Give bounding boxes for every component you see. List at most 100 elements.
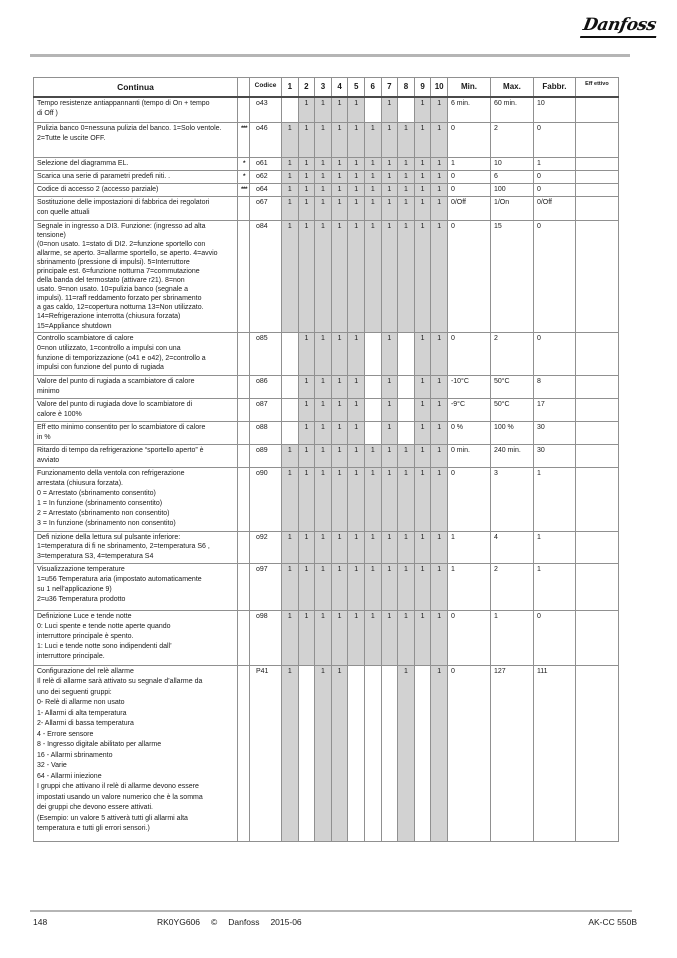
max-value: 4 — [489, 530, 534, 565]
param-code: o43 — [249, 96, 282, 123]
app-col-cell: 1 — [297, 421, 316, 445]
app-col-cell: 1 — [314, 421, 332, 445]
app-col-cell: 1 — [281, 169, 299, 184]
max-value: 2 — [489, 121, 534, 158]
param-code: o86 — [249, 375, 282, 400]
app-col-cell: 1 — [363, 169, 382, 184]
header-divider — [30, 54, 630, 57]
param-code: o97 — [249, 563, 282, 612]
app-col-cell: 1 — [413, 444, 432, 468]
col-header-continua: Continua — [33, 77, 238, 99]
app-col-cell: 1 — [281, 664, 299, 842]
app-col-cell: 1 — [363, 195, 382, 221]
param-description: Definizione Luce e tende notte 0: Luci s… — [33, 610, 238, 666]
app-col-cell: 1 — [397, 664, 415, 842]
col-header-fabbr: Fabbr. — [532, 77, 576, 99]
app-col-cell — [281, 331, 299, 377]
factory-value: 30 — [532, 421, 576, 445]
table-row: Controllo scambiatore di calore 0=non ut… — [33, 331, 619, 377]
app-col-cell: 1 — [347, 182, 365, 197]
table-row: Selezione del diagramma EL. * o61 1 1 1 1 1 1 1 1 1… — [33, 156, 619, 171]
app-col-cell: 1 — [347, 96, 365, 123]
app-col-cell — [363, 96, 382, 123]
effective-value — [574, 375, 619, 400]
app-col-cell: 1 — [347, 121, 365, 158]
app-col-cell: 1 — [430, 466, 448, 532]
max-value: 100 % — [489, 421, 534, 445]
param-code: o89 — [249, 444, 282, 468]
app-col-cell: 1 — [413, 375, 432, 400]
col-header-10: 10 — [430, 77, 448, 99]
app-col-cell: 1 — [397, 182, 415, 197]
effective-value — [574, 610, 619, 666]
param-description: Ritardo di tempo da refrigerazione “spor… — [33, 444, 238, 468]
col-header-4: 4 — [330, 77, 349, 99]
effective-value — [574, 530, 619, 565]
table-row: Segnale in ingresso a DI3. Funzione: (in… — [33, 219, 619, 333]
app-col-cell: 1 — [297, 610, 316, 666]
max-value: 10 — [489, 156, 534, 171]
app-col-cell: 1 — [347, 530, 365, 565]
app-col-cell: 1 — [430, 182, 448, 197]
app-col-cell: 1 — [413, 121, 432, 158]
param-code: o92 — [249, 530, 282, 565]
factory-value: 1 — [532, 156, 576, 171]
col-header-7: 7 — [380, 77, 399, 99]
col-header-max: Max. — [489, 77, 534, 99]
max-value: 15 — [489, 219, 534, 333]
table-row: Codice di accesso 2 (accesso parziale) **… — [33, 182, 619, 197]
param-marker — [237, 563, 250, 612]
app-col-cell: 1 — [347, 398, 365, 423]
app-col-cell: 1 — [430, 610, 448, 666]
app-col-cell: 1 — [297, 444, 316, 468]
param-description: Controllo scambiatore di calore 0=non ut… — [33, 331, 238, 377]
app-col-cell: 1 — [397, 466, 415, 532]
app-col-cell: 1 — [430, 121, 448, 158]
app-col-cell: 1 — [297, 96, 316, 123]
col-header-1: 1 — [281, 77, 299, 99]
effective-value — [574, 398, 619, 423]
app-col-cell: 1 — [413, 182, 432, 197]
app-col-cell: 1 — [413, 563, 432, 612]
app-col-cell: 1 — [380, 444, 399, 468]
app-col-cell — [347, 664, 365, 842]
app-col-cell: 1 — [297, 466, 316, 532]
param-code: o90 — [249, 466, 282, 532]
app-col-cell: 1 — [380, 331, 399, 377]
app-col-cell — [281, 96, 299, 123]
effective-value — [574, 331, 619, 377]
effective-value — [574, 563, 619, 612]
page-footer: 148 RK0YG606 © Danfoss 2015-06 AK-CC 550B — [0, 917, 677, 931]
table-row: Eff etto minimo consentito per lo scambi… — [33, 421, 619, 445]
table-row: Pulizia banco 0=nessuna pulizia del banc… — [33, 121, 619, 158]
param-marker — [237, 219, 250, 333]
app-col-cell — [397, 331, 415, 377]
max-value: 1 — [489, 610, 534, 666]
max-value: 60 min. — [489, 96, 534, 123]
param-code: o62 — [249, 169, 282, 184]
app-col-cell — [281, 398, 299, 423]
app-col-cell: 1 — [430, 563, 448, 612]
app-col-cell: 1 — [363, 121, 382, 158]
max-value: 3 — [489, 466, 534, 532]
app-col-cell: 1 — [380, 169, 399, 184]
app-col-cell: 1 — [347, 444, 365, 468]
app-col-cell — [397, 398, 415, 423]
app-col-cell: 1 — [363, 444, 382, 468]
param-marker: *** — [237, 182, 250, 197]
app-col-cell: 1 — [413, 610, 432, 666]
app-col-cell: 1 — [297, 219, 316, 333]
app-col-cell: 1 — [430, 398, 448, 423]
app-col-cell: 1 — [397, 169, 415, 184]
effective-value — [574, 96, 619, 123]
max-value: 50°C — [489, 375, 534, 400]
param-code: o84 — [249, 219, 282, 333]
min-value: -9°C — [446, 398, 491, 423]
param-code: o98 — [249, 610, 282, 666]
factory-value: 111 — [532, 664, 576, 842]
param-description: Valore del punto di rugiada dove lo scam… — [33, 398, 238, 423]
effective-value — [574, 121, 619, 158]
app-col-cell: 1 — [380, 121, 399, 158]
min-value: 0 — [446, 219, 491, 333]
app-col-cell: 1 — [281, 182, 299, 197]
